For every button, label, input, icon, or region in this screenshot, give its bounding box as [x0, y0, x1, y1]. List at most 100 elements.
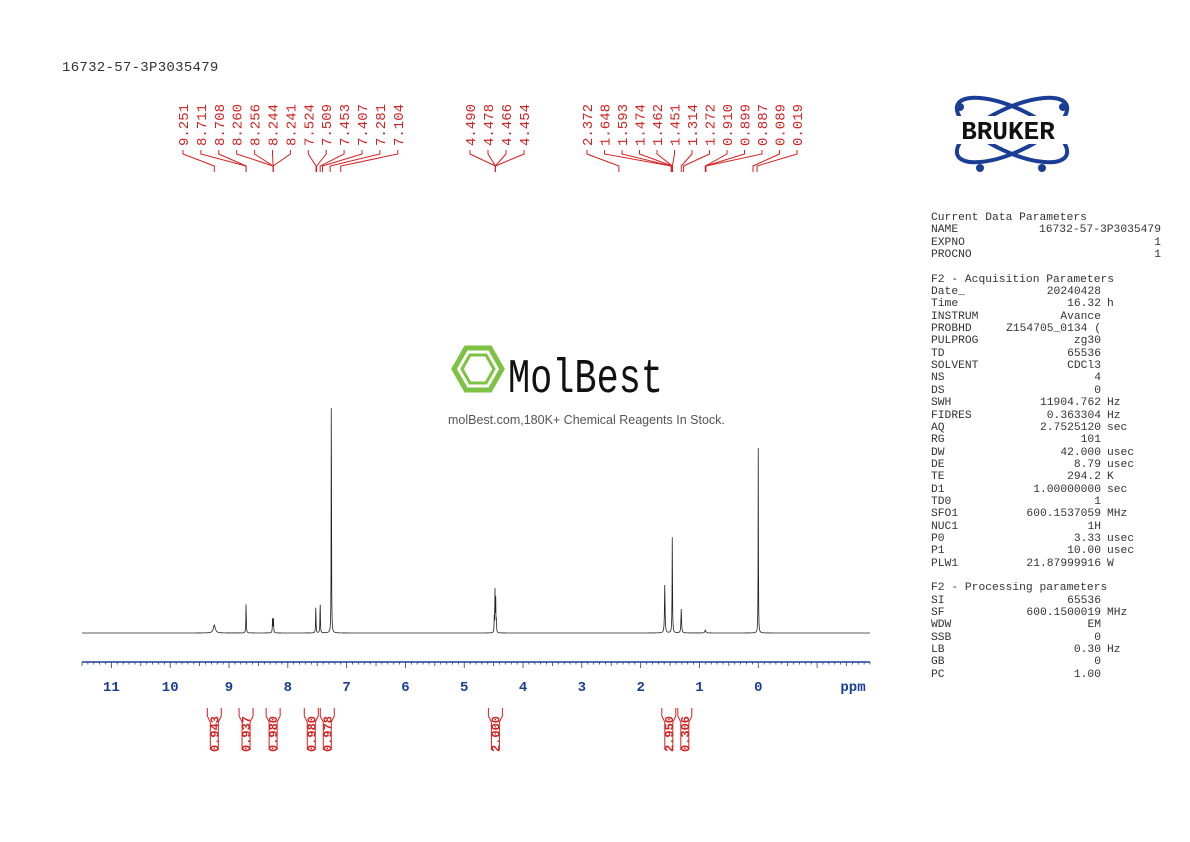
molbest-watermark: MolBest molBest.com,180K+ Chemical Reage…: [448, 340, 748, 427]
x-tick-label: 10: [162, 680, 179, 696]
peak-label: 7.509: [320, 104, 336, 146]
peak-label-connector: [752, 150, 780, 172]
parameter-unit: Hz: [1107, 409, 1121, 422]
peak-label-connector: [272, 150, 291, 172]
peak-label-connector: [340, 150, 399, 172]
parameter-unit: usec: [1107, 545, 1135, 558]
parameter-row: D1 1.00000000 sec: [931, 484, 1171, 496]
parameter-key: TD: [931, 347, 945, 360]
peak-label: 8.711: [195, 104, 211, 146]
parameter-value: zg30: [1073, 335, 1101, 348]
parameter-key: TD0: [931, 495, 952, 508]
parameter-key: P1: [931, 545, 945, 558]
parameter-unit: h: [1107, 298, 1114, 311]
parameter-unit: [1101, 521, 1107, 533]
parameter-value: 2.7525120: [1039, 421, 1101, 434]
parameter-unit: usec: [1107, 458, 1135, 471]
parameter-value: 3.33: [1073, 532, 1101, 545]
peak-label-connector: [704, 150, 745, 172]
parameter-value: 16.32: [1067, 298, 1101, 311]
parameter-unit: usec: [1107, 446, 1135, 459]
parameter-value: 4: [1094, 372, 1101, 385]
parameter-row: DS 0: [931, 385, 1171, 397]
x-tick-label: 2: [636, 680, 644, 696]
parameter-unit: [1101, 323, 1107, 335]
x-tick-label: 7: [342, 680, 350, 696]
parameter-key: SFO1: [931, 508, 959, 521]
parameter-key: P0: [931, 532, 945, 545]
peak-label-connector: [329, 150, 381, 172]
parameter-value: 101: [1080, 434, 1101, 447]
peak-label-connector: [621, 150, 672, 172]
peak-label: 7.281: [374, 104, 390, 146]
parameter-row: SOLVENT CDCl3: [931, 360, 1171, 372]
parameter-unit: [1101, 619, 1107, 631]
parameter-key: DW: [931, 446, 945, 459]
peak-label-connector: [319, 150, 345, 172]
parameter-key: SF: [931, 607, 945, 619]
integral-value: 2.000: [489, 716, 503, 752]
peak-label: 2.372: [581, 104, 597, 146]
peak-label-connector: [487, 150, 496, 172]
parameter-value: 42.000: [1060, 446, 1101, 459]
parameter-row: TE 294.2 K: [931, 471, 1171, 483]
x-tick-label: 8: [284, 680, 292, 696]
parameter-row: PROCNO 1: [931, 249, 1171, 261]
peak-label-connector: [307, 150, 317, 172]
integral-value: 0.978: [321, 716, 335, 752]
current-parameters-title: Current Data Parameters: [931, 212, 1087, 224]
peak-label-connector: [680, 150, 693, 172]
integral-bracket: [206, 708, 222, 750]
parameter-key: PROCNO: [931, 249, 972, 262]
parameter-key: EXPNO: [931, 236, 965, 249]
peak-label: 1.474: [634, 104, 650, 146]
parameter-row: PLW1 21.87999916 W: [931, 558, 1171, 570]
parameter-unit: [1101, 669, 1107, 681]
peak-label: 1.648: [599, 104, 615, 146]
x-tick-label: 3: [578, 680, 586, 696]
parameter-unit: [1101, 656, 1107, 668]
peak-label: 7.524: [302, 104, 318, 146]
peak-label: 7.407: [356, 104, 372, 146]
peak-label: 8.256: [249, 104, 265, 146]
parameter-key: DE: [931, 458, 945, 471]
parameter-unit: [1161, 237, 1167, 249]
peak-label-connector: [182, 150, 215, 172]
parameter-row: P0 3.33 usec: [931, 533, 1171, 545]
parameter-unit: sec: [1107, 421, 1128, 434]
parameter-value: 65536: [1067, 594, 1101, 607]
peak-label-connector: [683, 150, 710, 172]
integral-value: 0.306: [679, 716, 693, 752]
parameter-row: SWH 11904.762 Hz: [931, 397, 1171, 409]
parameter-value: Avance: [1060, 310, 1101, 323]
parameter-unit: [1101, 286, 1107, 298]
parameter-value: 65536: [1067, 347, 1101, 360]
parameter-key: LB: [931, 644, 945, 657]
parameter-row: DE 8.79 usec: [931, 459, 1171, 471]
peak-label: 4.478: [482, 104, 498, 146]
parameter-value: 1H: [1087, 520, 1101, 533]
parameter-value: 1: [1094, 495, 1101, 508]
integral-value: 0.980: [305, 716, 319, 752]
peak-label: 0.887: [756, 104, 772, 146]
parameter-row: GB 0: [931, 656, 1171, 668]
parameter-value: 1.00000000: [1033, 483, 1101, 496]
peak-label: 4.454: [518, 104, 534, 146]
integral-bracket: [319, 708, 335, 750]
parameter-row: INSTRUM Avance: [931, 311, 1171, 323]
parameter-unit: sec: [1107, 483, 1128, 496]
parameter-unit: [1101, 372, 1107, 384]
parameter-key: Date_: [931, 286, 965, 299]
parameter-value: 10.00: [1067, 545, 1101, 558]
parameter-unit: MHz: [1107, 508, 1128, 521]
peak-label: 1.451: [669, 104, 685, 146]
parameter-value: 600.1500019: [1026, 607, 1101, 619]
parameter-row: NS 4: [931, 372, 1171, 384]
peak-label-connector: [586, 150, 620, 172]
x-tick-label: 1: [695, 680, 703, 696]
parameter-key: NAME: [931, 224, 959, 237]
peak-label-connector: [671, 150, 675, 172]
parameter-key: TE: [931, 471, 945, 484]
peak-label-connector: [469, 150, 496, 172]
